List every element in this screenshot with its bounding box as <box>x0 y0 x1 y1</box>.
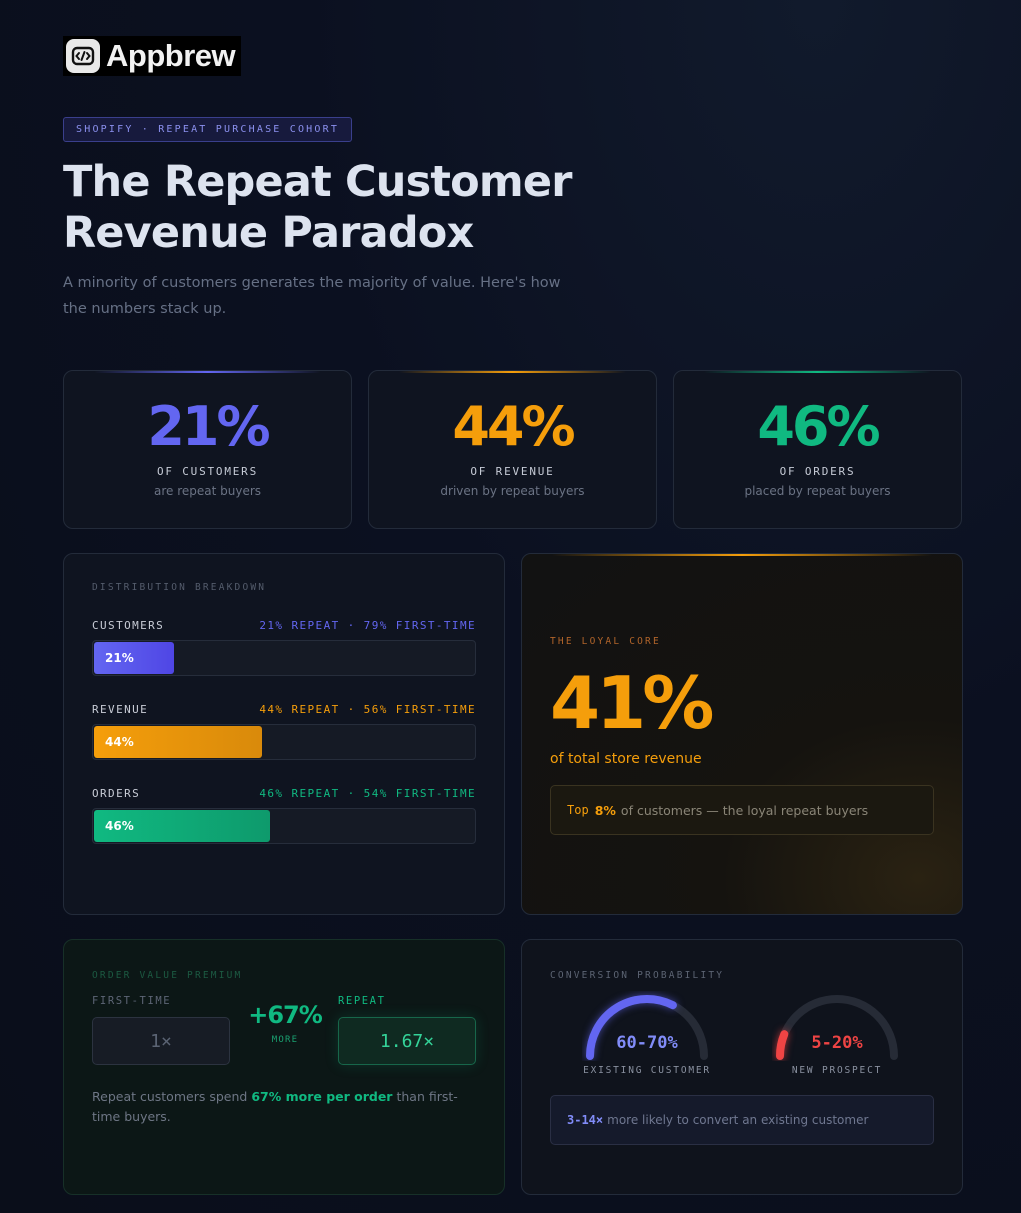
gauge-arc <box>586 995 708 1060</box>
bar-split: 46% REPEAT · 54% FIRST-TIME <box>259 787 476 800</box>
section-title: CONVERSION PROBABILITY <box>550 970 725 981</box>
order-value-card: ORDER VALUE PREMIUM FIRST-TIME 1× +67% M… <box>63 939 505 1195</box>
gauge-new-prospect: 5-20% NEW PROSPECT <box>762 991 912 1076</box>
bar-track: 21% <box>92 640 476 676</box>
premium-indicator: +67% MORE <box>248 1001 323 1045</box>
note-text: of customers — the loyal repeat buyers <box>620 802 869 818</box>
stat-value: 21% <box>147 395 270 458</box>
brand-logo[interactable]: Appbrew <box>63 36 241 76</box>
stat-card-customers: 21% OF CUSTOMERS are repeat buyers <box>63 370 352 529</box>
text-bold: 67% more per order <box>251 1089 393 1104</box>
card-accent-line <box>94 371 321 373</box>
first-time-label: FIRST-TIME <box>92 995 172 1007</box>
order-value-text: Repeat customers spend 67% more per orde… <box>92 1087 478 1127</box>
brand-name: Appbrew <box>106 38 236 73</box>
appbrew-logo-icon <box>66 39 100 73</box>
page-subtitle: A minority of customers generates the ma… <box>63 275 561 317</box>
title-line-1: The Repeat Customer <box>63 157 572 207</box>
bar-split: 44% REPEAT · 56% FIRST-TIME <box>259 703 476 716</box>
stat-label: OF ORDERS <box>779 465 856 478</box>
distribution-card: DISTRIBUTION BREAKDOWN CUSTOMERS 21% REP… <box>63 553 505 915</box>
loyal-note: Top 8% of customers — the loyal repeat b… <box>550 785 934 835</box>
premium-value: +67% <box>248 1001 323 1029</box>
bar-fill: 46% <box>94 810 270 842</box>
section-title: DISTRIBUTION BREAKDOWN <box>92 582 267 593</box>
premium-sub: MORE <box>271 1035 299 1045</box>
card-accent-line <box>552 554 932 556</box>
gauge-value: 5-20% <box>811 1033 863 1053</box>
gauge-existing-customer: 60-70% EXISTING CUSTOMER <box>572 991 722 1076</box>
gauge-label: EXISTING CUSTOMER <box>583 1065 711 1076</box>
gauge-value: 60-70% <box>616 1033 678 1053</box>
bar-name: ORDERS <box>92 787 141 800</box>
page-title: The Repeat Customer Revenue Paradox <box>63 157 623 259</box>
bar-name: CUSTOMERS <box>92 619 165 632</box>
stat-value: 44% <box>452 395 575 458</box>
bar-name: REVENUE <box>92 703 149 716</box>
loyal-value: 41% <box>550 661 714 745</box>
bar-row-revenue: REVENUE 44% REPEAT · 56% FIRST-TIME 44% <box>92 703 476 760</box>
bar-track: 46% <box>92 808 476 844</box>
title-line-2: Revenue Paradox <box>63 208 474 258</box>
stat-sub: driven by repeat buyers <box>440 484 585 498</box>
repeat-value: 1.67× <box>338 1017 476 1065</box>
bar-row-orders: ORDERS 46% REPEAT · 54% FIRST-TIME 46% <box>92 787 476 844</box>
stat-value: 46% <box>757 395 880 458</box>
repeat-label: REPEAT <box>338 995 386 1007</box>
section-title: ORDER VALUE PREMIUM <box>92 970 243 981</box>
first-time-value: 1× <box>92 1017 230 1065</box>
bar-row-customers: CUSTOMERS 21% REPEAT · 79% FIRST-TIME 21… <box>92 619 476 676</box>
stat-label: OF CUSTOMERS <box>156 465 259 478</box>
gauge-arc <box>775 995 898 1060</box>
stat-sub: are repeat buyers <box>153 484 262 498</box>
text-post: than first-time buyers. <box>92 1089 458 1124</box>
conversion-note: 3-14× more likely to convert an existing… <box>550 1095 934 1145</box>
card-accent-line <box>704 371 931 373</box>
stat-card-revenue: 44% OF REVENUE driven by repeat buyers <box>368 370 657 529</box>
stat-card-orders: 46% OF ORDERS placed by repeat buyers <box>673 370 962 529</box>
bar-fill: 44% <box>94 726 263 758</box>
bar-track: 44% <box>92 724 476 760</box>
note-bold: 3-14× <box>567 1113 604 1127</box>
text-pre: Repeat customers spend <box>92 1089 248 1104</box>
note-text: more likely to convert an existing custo… <box>607 1113 869 1127</box>
category-tag: SHOPIFY · REPEAT PURCHASE COHORT <box>63 117 353 142</box>
loyal-core-card: THE LOYAL CORE 41% of total store revenu… <box>521 553 963 915</box>
bar-split: 21% REPEAT · 79% FIRST-TIME <box>259 619 476 632</box>
note-top: Top <box>567 803 589 817</box>
loyal-desc: of total store revenue <box>550 751 702 767</box>
bar-fill: 21% <box>94 642 175 674</box>
section-title: THE LOYAL CORE <box>550 636 661 647</box>
gauge-label: NEW PROSPECT <box>791 1065 883 1076</box>
stat-sub: placed by repeat buyers <box>744 484 891 498</box>
stat-label: OF REVENUE <box>470 465 555 478</box>
note-pct: 8% <box>594 802 616 818</box>
conversion-card: CONVERSION PROBABILITY 60-70% EXISTING C… <box>521 939 963 1195</box>
card-accent-line <box>399 371 626 373</box>
